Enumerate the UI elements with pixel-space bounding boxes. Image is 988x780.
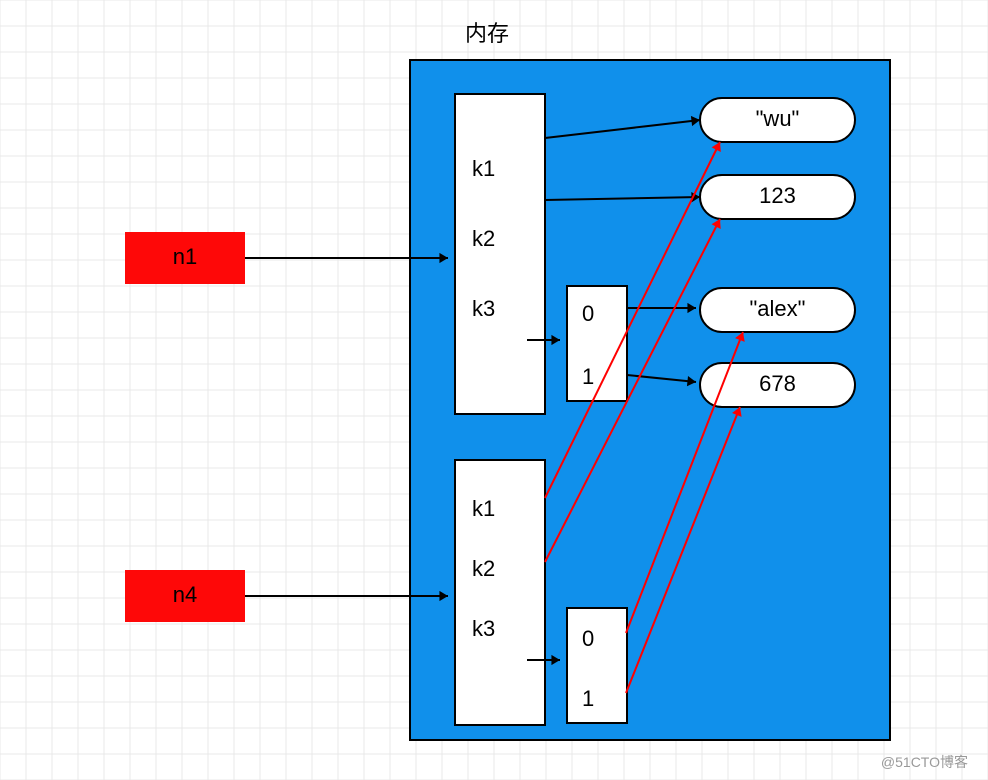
list-index: 1 — [582, 686, 594, 711]
dict-key: k3 — [472, 616, 495, 641]
dict-key: k1 — [472, 156, 495, 181]
list-box-list2 — [567, 608, 627, 723]
variable-label-n4: n4 — [173, 582, 197, 607]
dict-box-dict1 — [455, 94, 545, 414]
dict-key: k2 — [472, 556, 495, 581]
watermark-text: @51CTO博客 — [881, 752, 968, 772]
dict-key: k3 — [472, 296, 495, 321]
list-box-list1 — [567, 286, 627, 401]
dict-key: k1 — [472, 496, 495, 521]
dict-key: k2 — [472, 226, 495, 251]
value-label-alex: "alex" — [750, 296, 806, 321]
memory-label: 内存 — [465, 21, 509, 46]
list-index: 0 — [582, 301, 594, 326]
list-index: 1 — [582, 364, 594, 389]
diagram-canvas: 内存 n1 n4 k1 k2 k3 k1 k2 k3 0 1 0 1 "wu" 123 "alex" 678 — [0, 0, 988, 780]
dict-box-dict2 — [455, 460, 545, 725]
value-label-123: 123 — [759, 183, 796, 208]
variable-label-n1: n1 — [173, 244, 197, 269]
value-label-wu: "wu" — [756, 106, 800, 131]
value-label-678: 678 — [759, 371, 796, 396]
list-index: 0 — [582, 626, 594, 651]
